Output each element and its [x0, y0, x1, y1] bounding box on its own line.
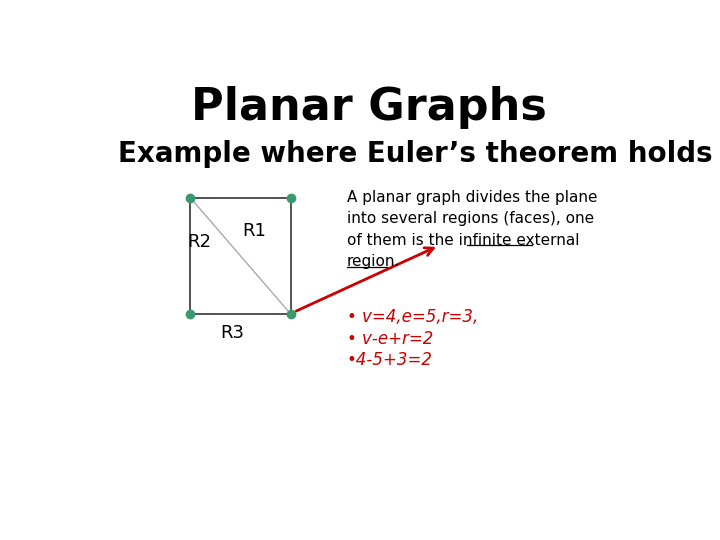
- Text: Example where Euler’s theorem holds: Example where Euler’s theorem holds: [118, 140, 713, 167]
- Text: into several regions (faces), one: into several regions (faces), one: [347, 211, 594, 226]
- Text: R1: R1: [243, 222, 266, 240]
- Text: region.: region.: [347, 254, 400, 269]
- Text: •4-5+3=2: •4-5+3=2: [347, 352, 433, 369]
- Text: • v-e+r=2: • v-e+r=2: [347, 329, 433, 348]
- Text: Planar Graphs: Planar Graphs: [191, 85, 547, 129]
- Text: • v=4,e=5,r=3,: • v=4,e=5,r=3,: [347, 308, 478, 326]
- Text: R3: R3: [220, 324, 244, 342]
- Text: of them is the infinite external: of them is the infinite external: [347, 233, 579, 248]
- Text: A planar graph divides the plane: A planar graph divides the plane: [347, 190, 597, 205]
- Text: R2: R2: [186, 233, 211, 251]
